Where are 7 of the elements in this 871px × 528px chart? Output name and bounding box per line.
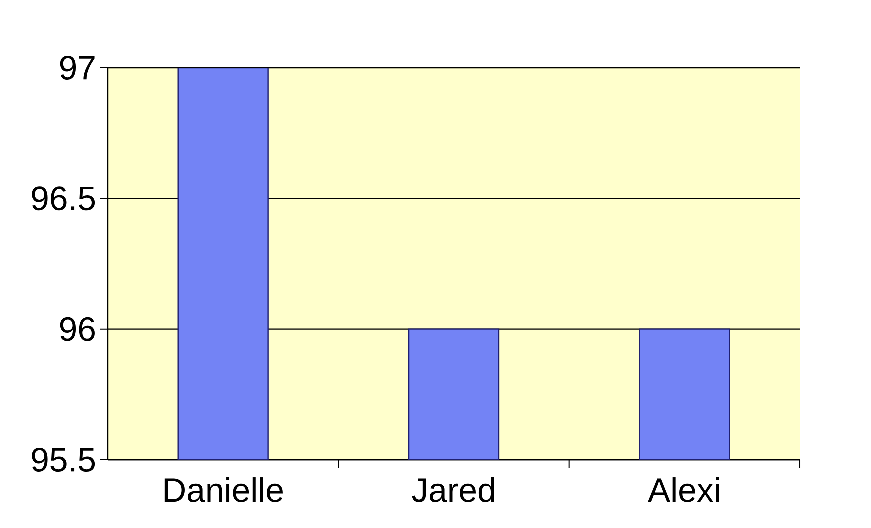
y-tick-label: 96 (60, 317, 95, 342)
x-tick-label: Jared (412, 478, 494, 502)
x-tick-label: Danielle (164, 478, 283, 502)
x-tick-label: Alexi (648, 478, 720, 502)
y-tick-label: 97 (60, 56, 95, 80)
y-tick-label: 95.5 (32, 448, 96, 472)
y-tick-label: 96.5 (32, 186, 96, 211)
